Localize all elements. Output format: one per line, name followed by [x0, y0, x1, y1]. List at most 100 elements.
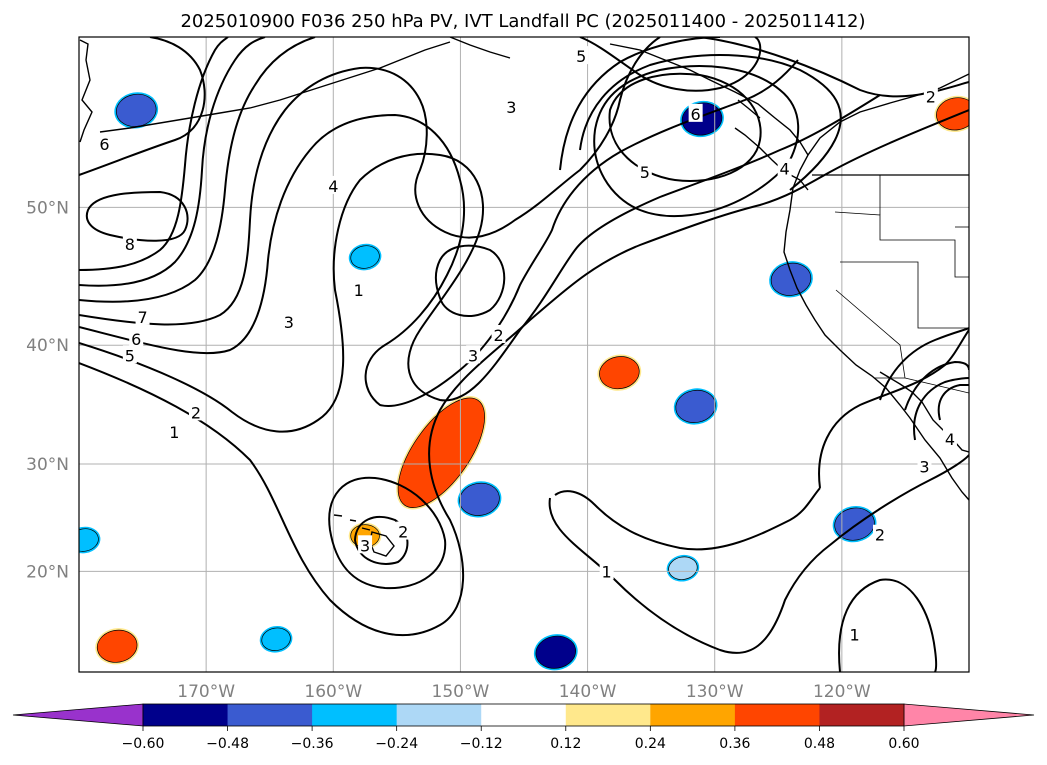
shaded-region-positive	[95, 628, 140, 665]
y-tick-label: 20°N	[26, 562, 69, 582]
contour-label: 2	[398, 523, 408, 542]
contour-label: 4	[780, 160, 790, 179]
shaded-region-positive	[396, 396, 487, 510]
contour-label: 2	[875, 526, 885, 545]
shaded-region-core	[79, 528, 99, 552]
contour-label-bg	[358, 535, 373, 554]
y-tick-label: 30°N	[26, 455, 69, 475]
hawaii-islands	[333, 514, 395, 557]
x-tick-label: 170°W	[177, 682, 235, 702]
contour-label-bg	[942, 429, 957, 448]
alaska-coast	[609, 43, 809, 156]
contour-label-bg	[847, 624, 862, 643]
shaded-region-core	[96, 629, 138, 663]
shaded-region-core	[675, 389, 716, 423]
colorbar-tick-label: −0.36	[291, 736, 334, 752]
colorbar-tick-label: −0.60	[122, 736, 165, 752]
shaded-region-core	[668, 556, 698, 580]
colorbar-segment	[143, 704, 229, 726]
contour-label: 3	[506, 98, 516, 117]
aleutian-islands	[99, 41, 451, 133]
shaded-region-negative	[79, 526, 101, 554]
coastlines	[79, 37, 969, 557]
colorbar-tick-label: −0.48	[206, 736, 249, 752]
contour-label: 2	[493, 326, 503, 345]
y-tick-labels: 50°N 40°N 30°N 20°N	[26, 198, 69, 582]
colorbar-segment	[565, 704, 651, 726]
contour-label: 4	[945, 430, 955, 449]
colorbar-tick-label: 0.36	[719, 736, 750, 752]
colorbar-segment	[819, 704, 905, 726]
shaded-regions	[79, 92, 969, 671]
contour-label: 1	[354, 281, 364, 300]
contour-label-bg	[135, 306, 150, 325]
contour-label: 5	[125, 346, 135, 365]
contour-label-bg	[688, 103, 703, 122]
contour-label-bg	[873, 524, 887, 543]
contour-label-bg	[122, 345, 137, 364]
contour-label-bg	[917, 456, 932, 475]
colorbar-tick-label: −0.24	[375, 736, 418, 752]
contour-label-bg	[923, 86, 938, 105]
contour-label: 1	[849, 625, 859, 644]
contour-label: 6	[99, 135, 109, 154]
shaded-region-positive	[934, 95, 969, 132]
shaded-region-negative	[457, 481, 502, 518]
contour-label-bg	[466, 345, 481, 364]
colorbar-segment	[312, 704, 398, 726]
shaded-region-negative	[348, 243, 382, 271]
colorbar-extend-high	[903, 703, 1035, 727]
contour-label-bg	[637, 161, 652, 180]
contour-label-bg	[351, 280, 366, 299]
contour-label: 6	[691, 105, 701, 124]
colorbar-tick-label: 0.60	[888, 736, 919, 752]
shaded-region-positive	[597, 354, 642, 391]
map-frame	[78, 36, 970, 673]
northwest-coast-edge	[79, 39, 93, 143]
y-tick-label: 40°N	[26, 336, 69, 356]
contour-label-bg	[396, 521, 411, 540]
colorbar-segment	[227, 704, 313, 726]
contour-label: 5	[640, 163, 650, 182]
contour-label-bg	[491, 325, 506, 344]
colorbar-frame	[142, 703, 905, 727]
contour-label-bg	[281, 312, 296, 331]
shaded-region-negative	[259, 625, 293, 653]
contour-label-bg	[599, 561, 614, 580]
contour-label: 5	[576, 47, 586, 66]
contour-label-bg	[167, 422, 182, 441]
contour-label-bg	[574, 46, 589, 65]
x-tick-label: 140°W	[559, 682, 617, 702]
colorbar-segment	[650, 704, 736, 726]
x-tick-label: 150°W	[432, 682, 490, 702]
contour-label: 3	[919, 457, 929, 476]
contour-label: 4	[328, 177, 338, 196]
shaded-region-negative	[114, 92, 159, 129]
colorbar-segment	[396, 704, 482, 726]
contour-label-bg	[97, 134, 112, 153]
contour-label-bg	[777, 158, 792, 177]
alaska-peninsula-north	[449, 37, 511, 59]
contour-label: 1	[602, 562, 612, 581]
colorbar-extend-low	[12, 703, 144, 727]
contour-label-bg	[122, 234, 137, 253]
contour-label: 7	[137, 308, 147, 327]
shaded-region-core	[936, 97, 969, 131]
contour-label: 1	[169, 423, 179, 442]
shaded-region-core	[350, 245, 380, 269]
shaded-region-core	[599, 356, 640, 390]
colorbar-tick-label: 0.12	[550, 736, 581, 752]
contour-label: 3	[284, 313, 294, 332]
pv-contours	[79, 37, 969, 672]
x-tick-label: 130°W	[686, 682, 744, 702]
contour-label-bg	[129, 328, 144, 347]
contour-label: 3	[468, 346, 478, 365]
contour-label-bg	[504, 96, 519, 115]
shaded-region-negative	[533, 634, 578, 671]
colorbar-tick-label: −0.12	[460, 736, 503, 752]
y-tick-label: 50°N	[26, 198, 69, 218]
x-tick-labels: 170°W 160°W 150°W 140°W 130°W 120°W	[177, 682, 871, 702]
shaded-region-negative	[666, 554, 700, 582]
